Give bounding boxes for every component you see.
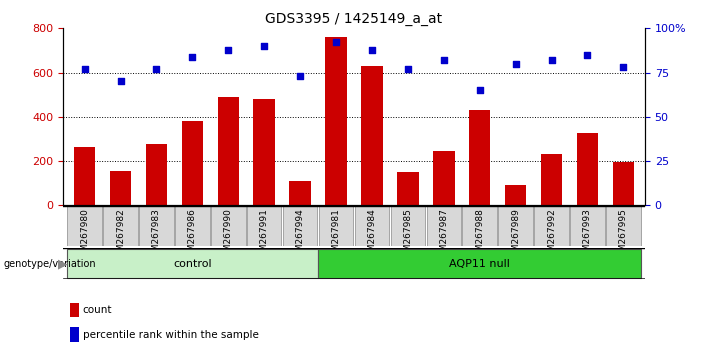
FancyBboxPatch shape: [606, 206, 641, 246]
FancyBboxPatch shape: [67, 249, 318, 278]
FancyBboxPatch shape: [67, 206, 102, 246]
Text: GSM267993: GSM267993: [583, 209, 592, 263]
Point: [151, 66, 162, 72]
Bar: [361, 66, 383, 205]
Point: [618, 64, 629, 70]
Point: [186, 54, 198, 59]
Text: GSM267991: GSM267991: [259, 209, 268, 263]
Bar: [182, 121, 203, 205]
FancyBboxPatch shape: [247, 206, 282, 246]
Point: [223, 47, 234, 52]
Point: [438, 57, 449, 63]
Text: GSM267988: GSM267988: [475, 209, 484, 263]
Bar: [325, 37, 347, 205]
Point: [474, 87, 485, 93]
Bar: [505, 185, 526, 205]
Bar: [290, 181, 311, 205]
Bar: [540, 154, 562, 205]
FancyBboxPatch shape: [139, 206, 174, 246]
Text: GSM267986: GSM267986: [188, 209, 197, 263]
Bar: [433, 151, 454, 205]
FancyBboxPatch shape: [175, 206, 210, 246]
Point: [330, 40, 341, 45]
FancyBboxPatch shape: [390, 206, 425, 246]
Text: GSM267995: GSM267995: [619, 209, 628, 263]
Text: GSM267984: GSM267984: [367, 209, 376, 263]
Bar: [469, 110, 491, 205]
Text: GSM267980: GSM267980: [80, 209, 89, 263]
Point: [294, 73, 306, 79]
FancyBboxPatch shape: [534, 206, 569, 246]
Text: GSM267990: GSM267990: [224, 209, 233, 263]
Text: GSM267989: GSM267989: [511, 209, 520, 263]
Text: GSM267992: GSM267992: [547, 209, 556, 263]
Text: control: control: [173, 259, 212, 269]
FancyBboxPatch shape: [283, 206, 318, 246]
FancyBboxPatch shape: [570, 206, 605, 246]
FancyBboxPatch shape: [318, 249, 641, 278]
FancyBboxPatch shape: [498, 206, 533, 246]
Text: GSM267987: GSM267987: [440, 209, 449, 263]
Text: GSM267981: GSM267981: [332, 209, 341, 263]
Point: [259, 43, 270, 49]
Text: AQP11 null: AQP11 null: [449, 259, 510, 269]
FancyBboxPatch shape: [103, 206, 138, 246]
Point: [510, 61, 522, 67]
Point: [402, 66, 414, 72]
Bar: [110, 171, 131, 205]
Point: [115, 79, 126, 84]
Title: GDS3395 / 1425149_a_at: GDS3395 / 1425149_a_at: [266, 12, 442, 26]
Bar: [613, 162, 634, 205]
FancyBboxPatch shape: [463, 206, 497, 246]
FancyBboxPatch shape: [211, 206, 245, 246]
Bar: [397, 172, 418, 205]
Text: ▶: ▶: [58, 257, 68, 270]
Text: GSM267994: GSM267994: [296, 209, 305, 263]
Point: [546, 57, 557, 63]
FancyBboxPatch shape: [426, 206, 461, 246]
Text: GSM267983: GSM267983: [152, 209, 161, 263]
Bar: [577, 133, 598, 205]
Point: [79, 66, 90, 72]
Bar: [74, 147, 95, 205]
Bar: [254, 99, 275, 205]
Text: percentile rank within the sample: percentile rank within the sample: [83, 330, 259, 339]
Text: genotype/variation: genotype/variation: [4, 259, 96, 269]
Text: GSM267982: GSM267982: [116, 209, 125, 263]
Point: [367, 47, 378, 52]
Text: GSM267985: GSM267985: [403, 209, 412, 263]
FancyBboxPatch shape: [355, 206, 389, 246]
Text: count: count: [83, 305, 112, 315]
Point: [582, 52, 593, 58]
FancyBboxPatch shape: [319, 206, 353, 246]
Bar: [146, 144, 168, 205]
Bar: [217, 97, 239, 205]
